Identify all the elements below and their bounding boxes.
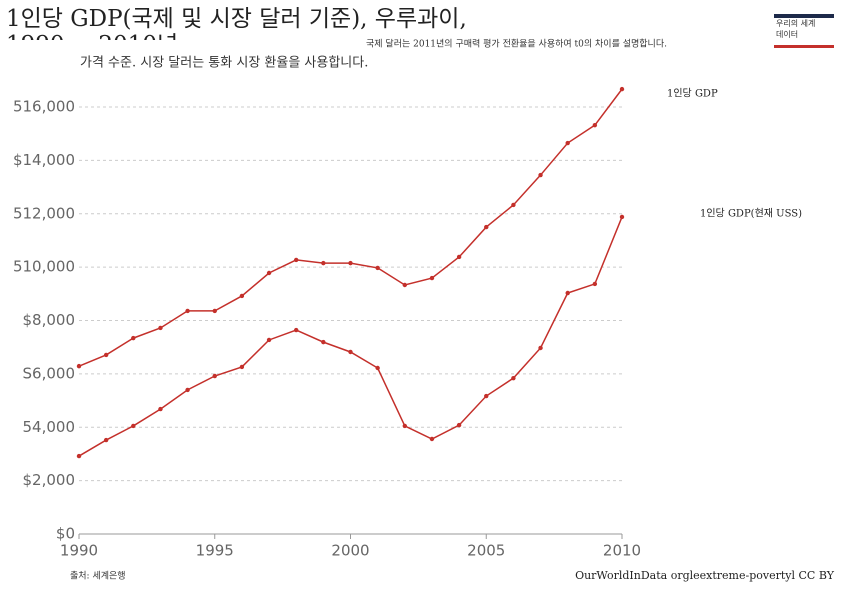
logo-text: 데이터: [776, 29, 798, 39]
footer: OurWorldInData orgleextreme-povertyl CC …: [575, 569, 835, 582]
subtitle: 국제 달러는 2011년의 구매력 평가 전환율을 사용하여 t0의 차이를 설…: [366, 38, 667, 50]
point: [294, 327, 299, 333]
series-label: 1인당 GDP: [667, 88, 718, 100]
y-tick-label: $2,000: [23, 471, 76, 489]
x-tick-label: 2000: [331, 542, 369, 560]
y-tick-label: 510,000: [13, 258, 75, 276]
point: [429, 436, 435, 442]
logo: 우리의 세계 데이터: [774, 14, 834, 48]
point: [348, 349, 353, 355]
y-tick-label: $14,000: [13, 151, 75, 169]
series-label: 1인당 GDP(현재 USS): [700, 208, 802, 220]
point: [348, 260, 353, 266]
point: [484, 224, 489, 230]
point: [239, 293, 245, 299]
y-tick-label: $0: [56, 525, 75, 543]
point: [565, 290, 570, 296]
point: [185, 308, 190, 314]
y-tick-label: 512,000: [13, 204, 75, 222]
point: [103, 437, 109, 443]
x-tick-label: 2005: [467, 542, 505, 560]
logo-text: 우리의 세계: [776, 18, 815, 28]
point: [375, 365, 380, 371]
point: [619, 86, 625, 92]
point: [239, 364, 245, 370]
point: [565, 140, 570, 146]
point: [375, 265, 380, 271]
point: [456, 422, 462, 428]
point: [429, 275, 435, 281]
point: [131, 335, 136, 341]
point: [212, 373, 217, 379]
point: [76, 363, 82, 369]
point: [76, 453, 82, 459]
point: [294, 257, 299, 263]
y-tick-label: 516,000: [13, 98, 75, 116]
point: [592, 281, 598, 287]
y-tick-label: 54,000: [23, 418, 76, 436]
point: [511, 375, 516, 381]
point: [511, 202, 516, 208]
point: [456, 254, 462, 260]
point: [212, 308, 217, 314]
x-tick-label: 1990: [60, 542, 98, 560]
point: [131, 423, 136, 429]
point: [103, 352, 109, 358]
x-tick-label: 2010: [603, 542, 641, 560]
point: [484, 393, 489, 399]
point: [538, 172, 543, 178]
x-tick-label: 1995: [196, 542, 234, 560]
point: [266, 337, 272, 343]
series-line: [78, 216, 623, 457]
point: [185, 387, 190, 393]
point: [592, 122, 598, 128]
series-line: [78, 88, 623, 367]
subtitle-line2: 가격 수준. 시장 달러는 통화 시장 환율을 사용합니다.: [80, 56, 368, 71]
point: [158, 406, 163, 412]
chart-title-line2: 1990 ~ 2010년: [6, 32, 178, 58]
point: [266, 270, 272, 276]
point: [321, 260, 326, 266]
point: [321, 339, 326, 345]
point: [619, 214, 625, 220]
source: 출처: 세계은행: [70, 570, 126, 582]
point: [402, 282, 407, 288]
point: [402, 423, 407, 429]
logo-bar: [774, 45, 834, 48]
y-tick-label: $8,000: [23, 311, 76, 329]
y-tick-label: S6,000: [23, 364, 75, 382]
point: [158, 325, 163, 331]
logo-bar: [774, 14, 834, 18]
point: [538, 345, 543, 351]
chart-title: 1인당 GDP(국제 및 시장 달러 기준), 우루과이,: [6, 6, 467, 32]
